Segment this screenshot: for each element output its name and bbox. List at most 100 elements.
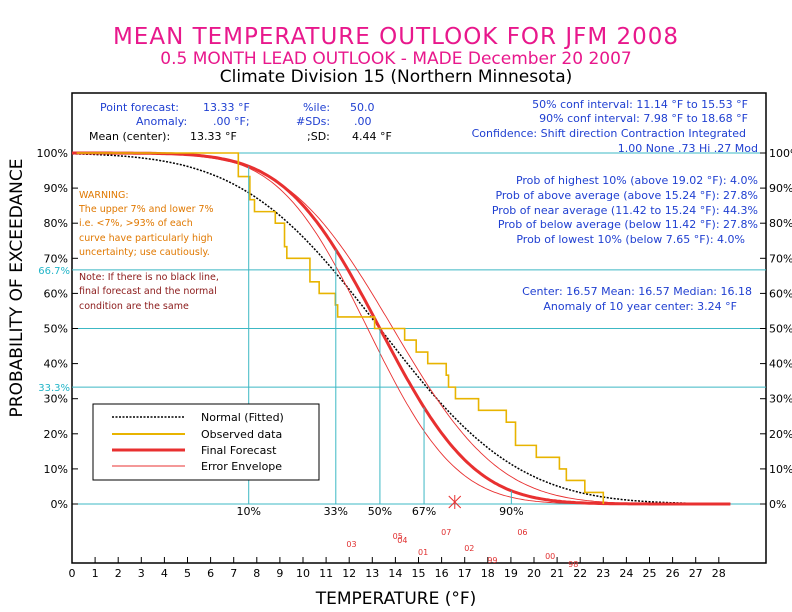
year-label: 05: [393, 532, 403, 541]
x-tick-label: 19: [504, 567, 518, 580]
percentile-marker-label: 10%: [236, 505, 260, 518]
x-tick-label: 16: [435, 567, 449, 580]
x-tick-label: 13: [365, 567, 379, 580]
anomaly-value: .00 °F;: [213, 115, 250, 128]
note-line: Note: If there is no black line,: [79, 272, 219, 283]
point-forecast-value: 13.33 °F: [203, 101, 250, 114]
year-label: 04: [397, 536, 407, 545]
confidence-values: 1.00 None .73 Hi .27 Mod: [618, 142, 758, 155]
y-tick-label: 20%: [44, 428, 68, 441]
y-tick-label: 0%: [769, 498, 786, 511]
y-tick-label: 50%: [44, 323, 68, 336]
y-tick-label: 60%: [44, 287, 68, 300]
legend-label-forecast: Final Forecast: [201, 444, 277, 457]
x-tick-label: 8: [253, 567, 260, 580]
warning-line: uncertainty; use cautiously.: [79, 247, 210, 258]
x-tick-label: 10: [296, 567, 310, 580]
ref-level-label: 33.3%: [38, 383, 70, 394]
legend-label-normal: Normal (Fitted): [201, 411, 284, 424]
prob-near-average: Prob of near average (11.42 to 15.24 °F)…: [492, 204, 758, 217]
note-line: condition are the same: [79, 301, 189, 312]
nsds-value: .00: [354, 115, 372, 128]
x-tick-label: 26: [666, 567, 680, 580]
warning-line: WARNING:: [79, 190, 129, 201]
x-tick-label: 5: [184, 567, 191, 580]
y-tick-label: 10%: [44, 463, 68, 476]
ref-level-label: 66.7%: [38, 266, 70, 277]
y-axis-title: PROBABILITY OF EXCEEDANCE: [7, 159, 27, 418]
mean-center-label: Mean (center):: [89, 130, 170, 143]
percentile-marker-label: 50%: [368, 505, 392, 518]
chart-title: MEAN TEMPERATURE OUTLOOK FOR JFM 2008: [113, 24, 679, 50]
y-tick-label: 30%: [44, 393, 68, 406]
y-tick-label: 0%: [51, 498, 68, 511]
legend-label-envelope: Error Envelope: [201, 460, 282, 473]
year-label: 98: [568, 560, 578, 569]
series-layer: [71, 151, 731, 506]
year-label: 99: [487, 556, 497, 565]
warning-line: i.e. <7%, >93% of each: [79, 218, 193, 229]
y-tick-label: 70%: [769, 252, 792, 265]
legend-label-observed: Observed data: [201, 428, 282, 441]
mean-center-value: 13.33 °F: [190, 130, 237, 143]
x-axis-title: TEMPERATURE (°F): [315, 589, 477, 609]
x-tick-label: 15: [412, 567, 426, 580]
x-tick-label: 1: [92, 567, 99, 580]
y-tick-label: 100%: [37, 147, 68, 160]
division-title: Climate Division 15 (Northern Minnesota): [220, 67, 573, 87]
y-tick-label: 10%: [769, 463, 792, 476]
year-label: 01: [418, 548, 428, 557]
year-label: 02: [464, 544, 474, 553]
year-label: 06: [517, 528, 527, 537]
y-tick-label: 70%: [44, 252, 68, 265]
year-label: 07: [441, 528, 451, 537]
note-line: final forecast and the normal: [79, 286, 217, 297]
x-tick-label: 27: [689, 567, 703, 580]
year-label: 03: [346, 540, 356, 549]
center-info: Center: 16.57 Mean: 16.57 Median: 16.18: [522, 285, 752, 298]
conf-interval-90: 90% conf interval: 7.98 °F to 18.68 °F: [539, 112, 748, 125]
x-tick-label: 22: [573, 567, 587, 580]
y-tick-label: 100%: [769, 147, 792, 160]
x-tick-label: 17: [458, 567, 472, 580]
prob-highest-10: Prob of highest 10% (above 19.02 °F): 4.…: [516, 174, 758, 187]
normal-fitted-curve: [71, 153, 731, 505]
point-forecast-label: Point forecast:: [100, 101, 179, 114]
note-block: Note: If there is no black line, final f…: [79, 272, 219, 312]
y-tick-label: 50%: [769, 323, 792, 336]
x-tick-label: 18: [481, 567, 495, 580]
center-anomaly: Anomaly of 10 year center: 3.24 °F: [543, 300, 737, 313]
sd-value: 4.44 °F: [352, 130, 392, 143]
y-tick-label: 90%: [44, 182, 68, 195]
y-tick-label: 40%: [44, 358, 68, 371]
prob-below-average: Prob of below average (below 11.42 °F): …: [498, 218, 758, 231]
percentile-value: 50.0: [350, 101, 375, 114]
x-tick-label: 0: [69, 567, 76, 580]
percentile-marker-label: 67%: [412, 505, 436, 518]
x-tick-label: 9: [276, 567, 283, 580]
prob-lowest-10: Prob of lowest 10% (below 7.65 °F): 4.0%: [516, 233, 745, 246]
percentile-label: %ile:: [303, 101, 330, 114]
x-tick-label: 23: [596, 567, 610, 580]
conf-interval-50: 50% conf interval: 11.14 °F to 15.53 °F: [532, 98, 748, 111]
y-tick-label: 20%: [769, 428, 792, 441]
x-tick-label: 21: [550, 567, 564, 580]
x-tick-label: 7: [230, 567, 237, 580]
observed-data-line: [76, 152, 605, 504]
sd-label: ;SD:: [307, 130, 330, 143]
legend: Normal (Fitted) Observed data Final Fore…: [92, 403, 320, 481]
chart-subtitle: 0.5 MONTH LEAD OUTLOOK - MADE December 2…: [160, 49, 631, 69]
final-forecast-curve: [72, 151, 731, 506]
x-tick-label: 4: [161, 567, 168, 580]
confidence-headers: Confidence: Shift direction Contraction …: [472, 127, 746, 140]
nsds-label: #SDs:: [296, 115, 330, 128]
x-tick-label: 12: [342, 567, 356, 580]
y-tick-label: 80%: [44, 217, 68, 230]
anomaly-label: Anomaly:: [136, 115, 187, 128]
x-tick-label: 6: [207, 567, 214, 580]
x-tick-label: 25: [643, 567, 657, 580]
percentile-marker-label: 33%: [324, 505, 348, 518]
